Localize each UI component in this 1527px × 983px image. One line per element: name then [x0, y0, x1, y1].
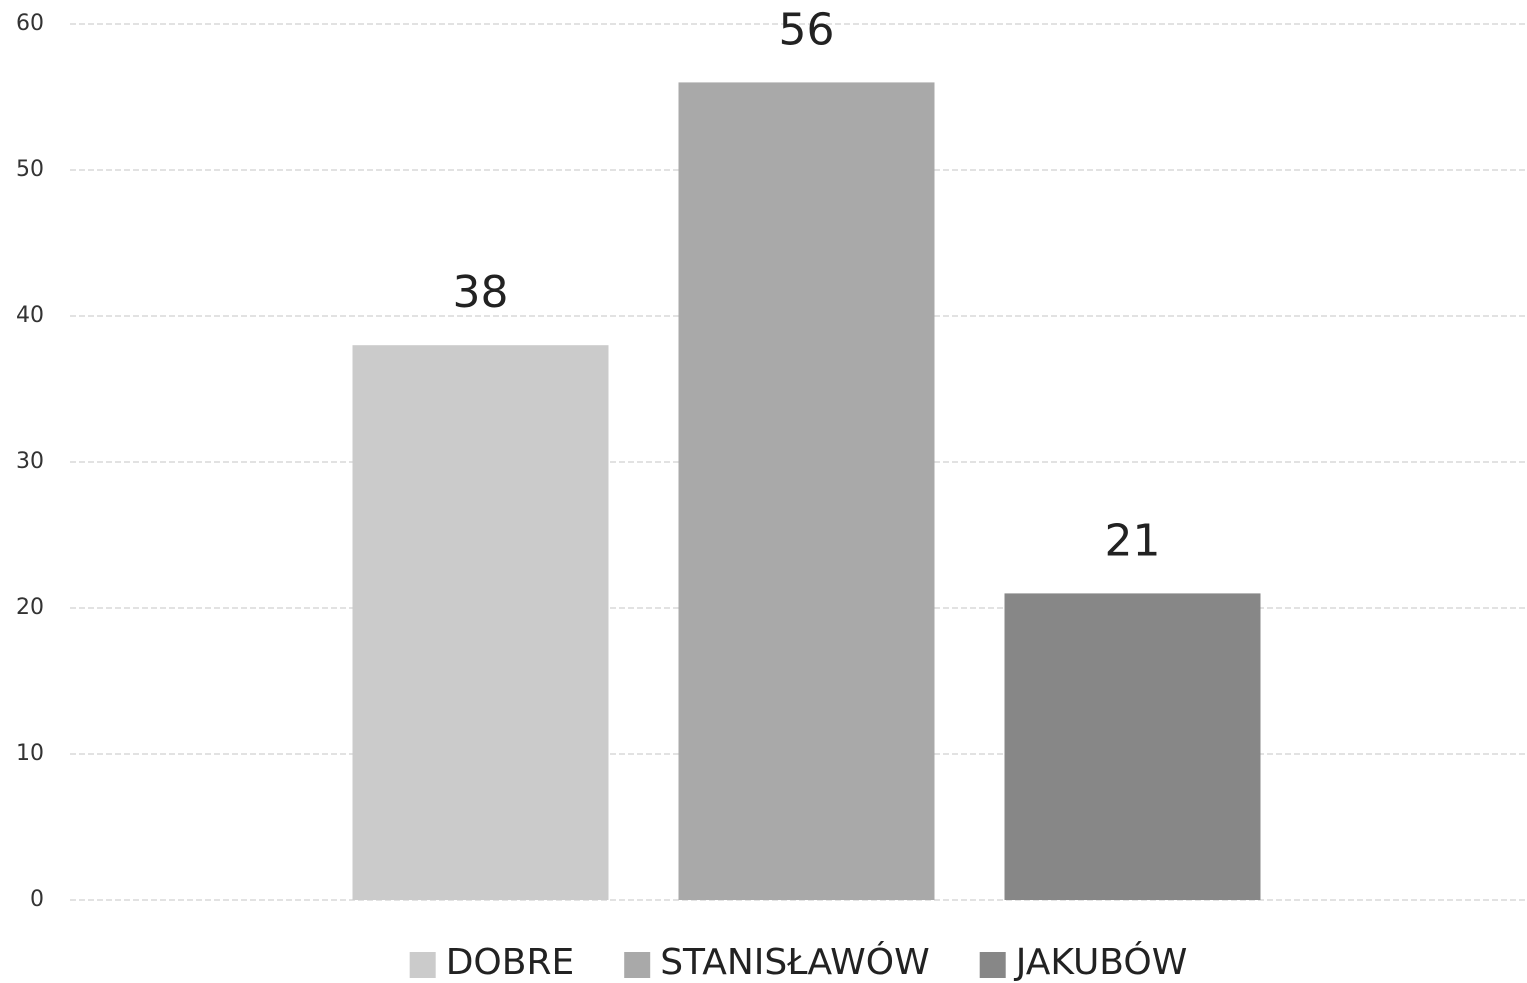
y-tick-label: 60 — [16, 11, 44, 36]
bar — [352, 345, 609, 900]
y-tick-label: 10 — [16, 741, 44, 766]
y-tick-label: 0 — [30, 887, 44, 912]
legend-swatch — [409, 952, 436, 978]
bar — [1004, 593, 1261, 900]
legend-swatch — [624, 952, 651, 978]
y-tick-label: 40 — [16, 303, 44, 328]
legend-label: JAKUBÓW — [1014, 941, 1188, 983]
legend-label: STANISŁAWÓW — [660, 941, 930, 983]
legend-swatch — [979, 952, 1006, 978]
bar — [678, 82, 935, 900]
y-tick-label: 20 — [16, 595, 44, 620]
legend-label: DOBRE — [446, 942, 575, 983]
y-tick-label: 50 — [16, 157, 44, 182]
value-label: 56 — [779, 4, 835, 55]
y-tick-label: 30 — [16, 449, 44, 474]
value-label: 21 — [1105, 515, 1161, 566]
value-label: 38 — [453, 267, 509, 318]
